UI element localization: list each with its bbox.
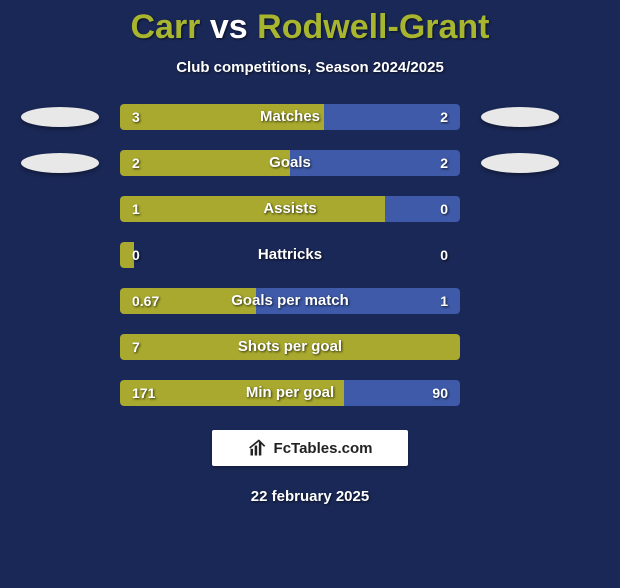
player1-icon-slot <box>0 107 120 127</box>
player2-icon-slot <box>460 107 580 127</box>
player1-oval-icon <box>21 107 99 127</box>
player2-oval-icon <box>481 153 559 173</box>
stat-label: Goals <box>120 150 460 176</box>
player1-name: Carr <box>130 8 200 46</box>
stat-bar: 0.671Goals per match <box>120 288 460 314</box>
player2-icon-slot <box>460 153 580 173</box>
player2-name: Rodwell-Grant <box>257 8 489 46</box>
chart-icon <box>248 438 268 458</box>
stat-label: Hattricks <box>120 242 460 268</box>
player1-icon-slot <box>0 153 120 173</box>
stat-row: 7Shots per goal <box>0 334 620 360</box>
subtitle: Club competitions, Season 2024/2025 <box>0 59 620 76</box>
stat-bar: 00Hattricks <box>120 242 460 268</box>
stat-bar: 17190Min per goal <box>120 380 460 406</box>
stat-label: Goals per match <box>120 288 460 314</box>
player1-oval-icon <box>21 153 99 173</box>
date-label: 22 february 2025 <box>0 488 620 505</box>
fctables-label: FcTables.com <box>274 440 373 457</box>
vs-label: vs <box>210 8 248 46</box>
stat-row: 0.671Goals per match <box>0 288 620 314</box>
stat-bar: 10Assists <box>120 196 460 222</box>
stat-label: Assists <box>120 196 460 222</box>
stats-rows: 32Matches 22Goals 10Assists 00Hattricks 0.67… <box>0 104 620 406</box>
stat-bar: 22Goals <box>120 150 460 176</box>
stat-label: Shots per goal <box>120 334 460 360</box>
stat-bar: 7Shots per goal <box>120 334 460 360</box>
stat-bar: 32Matches <box>120 104 460 130</box>
page-title: Carr vs Rodwell-Grant <box>0 8 620 47</box>
player2-oval-icon <box>481 107 559 127</box>
stat-label: Matches <box>120 104 460 130</box>
stat-row: 17190Min per goal <box>0 380 620 406</box>
stat-row: 22Goals <box>0 150 620 176</box>
fctables-badge[interactable]: FcTables.com <box>212 430 408 466</box>
stat-row: 00Hattricks <box>0 242 620 268</box>
stat-row: 10Assists <box>0 196 620 222</box>
stat-label: Min per goal <box>120 380 460 406</box>
stat-row: 32Matches <box>0 104 620 130</box>
